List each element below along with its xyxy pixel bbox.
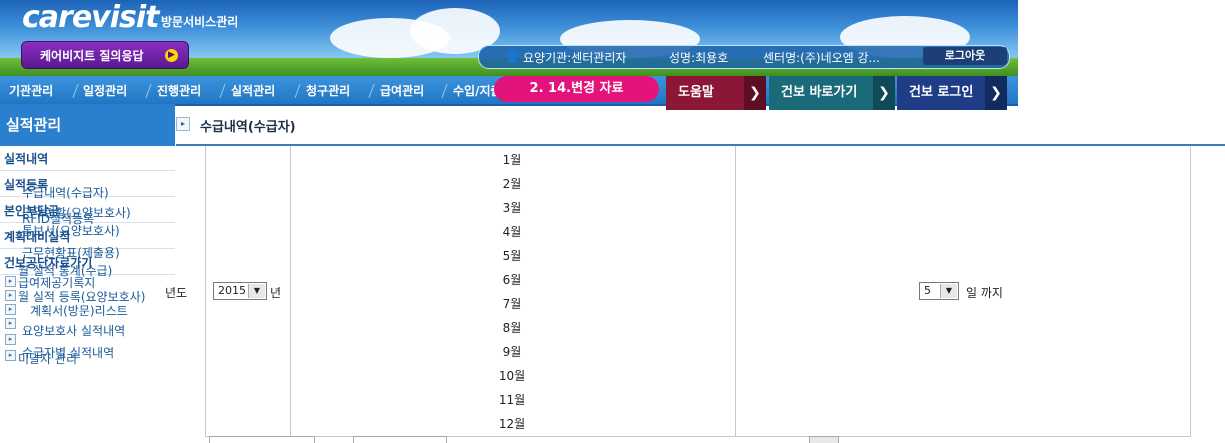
nav-separator: [72, 84, 79, 98]
page-title: 수급내역(수급자): [200, 120, 296, 135]
month-option[interactable]: 4월: [502, 225, 522, 239]
sidebar-item[interactable]: 근무현황(요양보호사): [22, 206, 131, 220]
sidebar-divider: [0, 248, 175, 249]
qa-button-label: 케어비지트 질의응답: [40, 49, 144, 63]
qa-button[interactable]: 케어비지트 질의응답 ▶: [21, 41, 189, 69]
sidebar-divider: [0, 222, 175, 223]
partial-input: [209, 436, 315, 443]
sidebar-item[interactable]: 근무현황표(제출용): [22, 246, 120, 260]
sidebar-category[interactable]: 본인부담금: [4, 204, 60, 218]
sidebar-item[interactable]: 통보서(요양보호사): [22, 224, 120, 238]
nav-item-schedule[interactable]: 일정관리: [83, 84, 128, 98]
month-option[interactable]: 6월: [502, 273, 522, 287]
sidebar-item[interactable]: 급여제공기록지: [18, 276, 96, 290]
month-option[interactable]: 10월: [498, 369, 526, 383]
nav-separator: [441, 84, 448, 98]
nav-separator: [368, 84, 375, 98]
nav-separator: [219, 84, 226, 98]
user-name-text: 성명:최용호: [669, 51, 729, 65]
sidebar-item[interactable]: 미달자 관리: [18, 352, 78, 366]
chevron-right-icon: ❯: [744, 76, 766, 110]
sidebar-title: 실적관리: [0, 104, 175, 146]
month-option[interactable]: 9월: [502, 345, 522, 359]
logo[interactable]: carevisit: [22, 0, 159, 35]
sidebar-category[interactable]: 실적등록: [4, 178, 49, 192]
chevron-down-icon: ▼: [940, 284, 957, 298]
partial-button: [809, 436, 839, 443]
sidebar-category[interactable]: 건보공단자료가기: [4, 256, 93, 270]
chevron-right-icon: ❯: [985, 76, 1007, 110]
nhis-login-button[interactable]: 건보 로그인 ❯: [897, 76, 1007, 110]
search-form-table: [205, 146, 1191, 437]
nav-separator: [145, 84, 152, 98]
nhis-login-label: 건보 로그인: [909, 85, 974, 100]
logo-subtitle: 방문서비스관리: [161, 15, 239, 29]
tree-toggle-icon[interactable]: ▸: [5, 318, 16, 329]
help-button[interactable]: 도움말 ❯: [666, 76, 766, 110]
chevron-down-icon: ▼: [248, 284, 265, 298]
sidebar-item[interactable]: 요양보호사 실적내역: [22, 324, 126, 338]
notice-banner-label: 2. 14.변경 자료: [529, 81, 624, 96]
nav-separator: [294, 84, 301, 98]
chevron-right-icon: ❯: [873, 76, 895, 110]
notice-banner[interactable]: 2. 14.변경 자료: [494, 76, 659, 102]
year-select[interactable]: 2015 ▼: [213, 282, 267, 300]
tree-toggle-icon[interactable]: ▸: [5, 334, 16, 345]
table-column-divider: [290, 146, 291, 436]
sidebar-item[interactable]: 월 실적 통계(수급): [18, 264, 113, 278]
nav-item-salary[interactable]: 급여관리: [380, 84, 425, 98]
sidebar-item[interactable]: RFID실적등록: [22, 212, 95, 226]
year-label: 년도: [165, 286, 188, 300]
title-divider: [176, 144, 1225, 146]
month-option[interactable]: 1월: [502, 153, 522, 167]
nav-item-agency[interactable]: 기관관리: [9, 84, 54, 98]
breadcrumb-arrow-icon: ▸: [176, 117, 190, 131]
next-row-partial: [205, 436, 1225, 443]
sidebar-item[interactable]: 수급내역(수급자): [22, 186, 109, 200]
logout-button[interactable]: 로그아웃: [923, 47, 1007, 65]
nhis-shortcut-button[interactable]: 건보 바로가기 ❯: [769, 76, 895, 110]
table-column-divider: [735, 146, 736, 436]
month-option[interactable]: 2월: [502, 177, 522, 191]
day-select-value: 5: [924, 284, 931, 297]
nav-item-billing[interactable]: 청구관리: [306, 84, 351, 98]
sidebar-item[interactable]: 계획서(방문)리스트: [30, 304, 128, 318]
month-option[interactable]: 12월: [498, 417, 526, 431]
help-button-label: 도움말: [678, 85, 714, 100]
nav-item-progress[interactable]: 진행관리: [157, 84, 202, 98]
nhis-shortcut-label: 건보 바로가기: [781, 85, 858, 100]
year-suffix: 년: [270, 286, 282, 300]
month-option[interactable]: 5월: [502, 249, 522, 263]
tree-toggle-icon[interactable]: ▸: [5, 290, 16, 301]
nav-item-performance[interactable]: 실적관리: [231, 84, 276, 98]
sidebar-item[interactable]: 월 실적 등록(요양보호사): [18, 290, 146, 304]
month-option[interactable]: 11월: [498, 393, 526, 407]
day-suffix: 일 까지: [966, 286, 1003, 300]
sidebar-divider: [0, 196, 175, 197]
sidebar-category[interactable]: 계획대비실적: [4, 230, 71, 244]
month-option[interactable]: 3월: [502, 201, 522, 215]
play-icon: ▶: [165, 49, 178, 62]
sidebar-category[interactable]: 실적내역: [4, 152, 49, 166]
sidebar-divider: [0, 170, 175, 171]
user-info-bar: 👤 요양기관:센터관리자 성명:최용호 센터명:(주)네오엠 강... 로그아웃: [478, 45, 1010, 69]
year-select-value: 2015: [218, 284, 246, 297]
partial-input: [353, 436, 447, 443]
center-name-text: 센터명:(주)네오엠 강...: [763, 51, 880, 65]
day-select[interactable]: 5 ▼: [919, 282, 959, 300]
sidebar-item[interactable]: 수급자별 실적내역: [22, 346, 115, 360]
tree-toggle-icon[interactable]: ▸: [5, 276, 16, 287]
month-option[interactable]: 7월: [502, 297, 522, 311]
tree-toggle-icon[interactable]: ▸: [5, 350, 16, 361]
sidebar-divider: [0, 274, 175, 275]
tree-toggle-icon[interactable]: ▸: [5, 304, 16, 315]
nav-item-income-expense[interactable]: 수입/지출: [453, 84, 502, 98]
user-icon: 👤: [505, 49, 520, 63]
month-option[interactable]: 8월: [502, 321, 522, 335]
agency-text: 요양기관:센터관리자: [523, 51, 627, 65]
